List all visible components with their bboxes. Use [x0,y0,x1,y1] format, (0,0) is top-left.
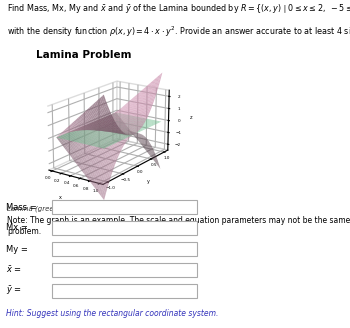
Text: Note: The graph is an example. The scale and equation parameters may not be the : Note: The graph is an example. The scale… [7,216,350,236]
Text: Find Mass, Mx, My and $\bar{x}$ and $\bar{y}$ of the Lamina bounded by $R = \{(x: Find Mass, Mx, My and $\bar{x}$ and $\ba… [7,2,350,15]
Text: $\bar{y}$ =: $\bar{y}$ = [6,285,22,297]
FancyBboxPatch shape [52,200,197,214]
X-axis label: x: x [59,195,62,200]
Text: Hint: Suggest using the rectangular coordinate system.: Hint: Suggest using the rectangular coor… [6,309,218,318]
Y-axis label: y: y [147,179,150,184]
FancyBboxPatch shape [52,284,197,298]
Text: $\bar{x}$ =: $\bar{x}$ = [6,265,22,276]
Text: Lamina (green) and Density Function p(x,y): Lamina (green) and Density Function p(x,… [7,205,160,212]
Text: My =: My = [6,244,28,254]
Text: Mx =: Mx = [6,223,28,233]
FancyBboxPatch shape [52,221,197,235]
FancyBboxPatch shape [52,263,197,277]
FancyBboxPatch shape [52,242,197,256]
Text: Mass =: Mass = [6,202,37,212]
Text: with the density function $\rho(x, y) = 4 \cdot x \cdot y^2$. Provide an answer : with the density function $\rho(x, y) = … [7,25,350,39]
Text: Lamina Problem: Lamina Problem [36,50,131,60]
